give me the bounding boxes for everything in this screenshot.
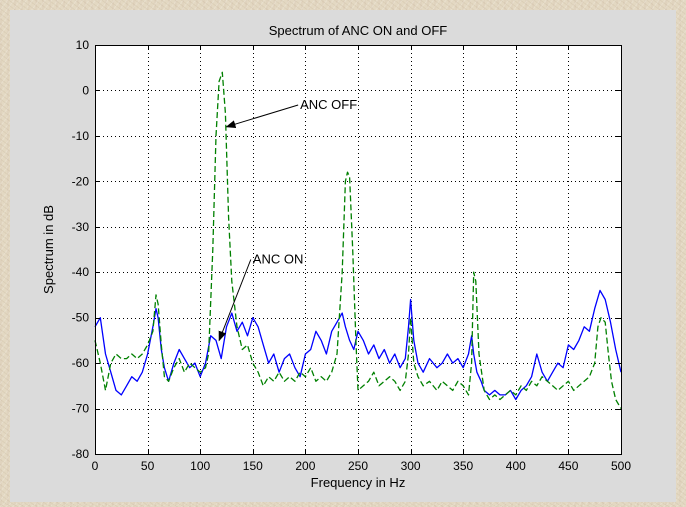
tick-layer: 0 50 100 150 200 250 300 350 400 450 500-80-70-60-… — [72, 38, 632, 473]
y-tick-label: -50 — [72, 311, 90, 325]
y-tick-label: -10 — [72, 129, 90, 143]
series-line-anc-on — [94, 289, 622, 401]
figure-window: 0 50 100 150 200 250 300 350 400 450 500 -80 -70 -60-… — [10, 10, 676, 502]
y-axis-label: Spectrum in dB — [41, 205, 56, 294]
y-tick-label: -80 — [72, 447, 90, 461]
x-tick-label: 400 — [506, 459, 526, 473]
y-tick-label: -40 — [72, 265, 90, 279]
annotation-arrow — [218, 259, 252, 342]
spectrum-chart: 0 50 100 150 200 250 300 350 400 450 500-80-70-60-… — [41, 23, 632, 490]
y-tick-label: 0 — [82, 83, 89, 97]
x-tick-label: 500 — [611, 459, 631, 473]
series-line-anc-off — [94, 71, 622, 409]
annotation-arrow — [225, 104, 299, 129]
annotation-label: ANC OFF — [300, 97, 357, 112]
x-tick-label: 300 — [401, 459, 421, 473]
x-axis-label: Frequency in Hz — [311, 475, 406, 490]
y-tick-label: -60 — [72, 356, 90, 370]
x-tick-label: 350 — [453, 459, 473, 473]
y-tick-label: -20 — [72, 174, 90, 188]
x-tick-label: 200 — [295, 459, 315, 473]
annotation-label: ANC ON — [253, 251, 304, 266]
x-tick-label: 0 — [92, 459, 99, 473]
y-tick-label: -30 — [72, 220, 90, 234]
x-tick-label: 450 — [558, 459, 578, 473]
x-tick-label: 150 — [243, 459, 263, 473]
y-tick-label: 10 — [76, 38, 90, 52]
series-layer — [94, 71, 622, 409]
y-tick-label: -70 — [72, 402, 90, 416]
annotation-layer: ANC OFF ANC ON — [218, 97, 357, 342]
x-tick-label: 100 — [190, 459, 210, 473]
chart-title: Spectrum of ANC ON and OFF — [269, 23, 448, 38]
x-tick-label: 250 — [348, 459, 368, 473]
x-tick-label: 50 — [141, 459, 155, 473]
